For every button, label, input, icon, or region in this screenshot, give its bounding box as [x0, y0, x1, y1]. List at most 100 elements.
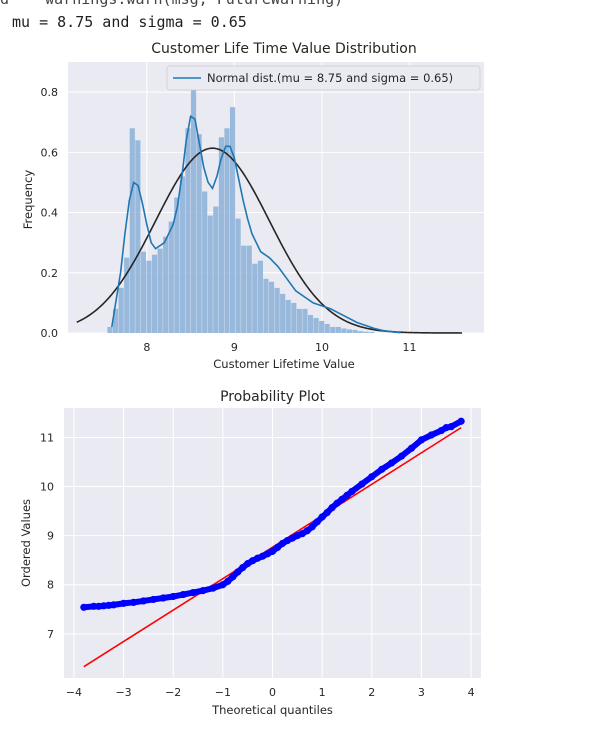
quantile-point: [189, 588, 197, 597]
distribution-title: Customer Life Time Value Distribution: [151, 41, 416, 57]
x-tick-label: 11: [403, 341, 417, 354]
quantile-point: [308, 523, 316, 531]
histogram-bar: [146, 260, 152, 333]
quantile-point: [417, 436, 426, 444]
histogram-bar: [369, 332, 375, 333]
quantile-point: [139, 597, 148, 605]
y-tick-label: 0.8: [41, 86, 59, 99]
quantile-point: [338, 495, 346, 503]
y-tick-label: 0.4: [41, 207, 59, 220]
histogram-bar: [291, 302, 297, 333]
histogram-bar: [296, 308, 302, 333]
histogram-bar: [246, 245, 252, 333]
quantile-point: [318, 513, 326, 521]
quantile-point: [268, 547, 277, 555]
histogram-bar: [218, 137, 224, 333]
legend-entry-normal: Normal dist.(mu = 8.75 and sigma = 0.65): [207, 71, 453, 85]
histogram-bar: [257, 260, 263, 333]
x-tick-label: 2: [368, 686, 375, 699]
y-tick-label: 9: [47, 530, 54, 543]
histogram-bar: [124, 257, 130, 333]
distribution-x-axis-label: Customer Lifetime Value: [213, 357, 354, 371]
x-tick-label: 10: [315, 341, 329, 354]
histogram-bar: [341, 328, 347, 333]
quantile-point: [80, 603, 88, 611]
histogram-bars: [107, 74, 375, 334]
histogram-bar: [307, 314, 314, 333]
histogram-bar: [207, 215, 213, 333]
histogram-bar: [112, 308, 119, 333]
x-tick-label: 0: [269, 686, 276, 699]
distribution-chart: 8 9 10 11 0.0 0.2 0.4 0.6 0.8 Normal dist.(mu = …: [21, 41, 484, 371]
histogram-bar: [224, 128, 230, 333]
histogram-bar: [174, 197, 180, 333]
quantile-point: [368, 473, 376, 481]
x-tick-label: −3: [115, 686, 131, 699]
probability-gridlines: [64, 408, 481, 678]
histogram-bar: [163, 236, 169, 333]
quantile-points: [80, 417, 465, 611]
quantile-point: [328, 504, 336, 512]
quantile-point: [179, 590, 187, 599]
distribution-y-axis-label: Frequency: [21, 170, 35, 230]
y-tick-label: 0.0: [41, 327, 59, 340]
probability-y-axis-label: Ordered Values: [19, 499, 33, 587]
quantile-point: [159, 594, 167, 602]
histogram-bar: [202, 191, 208, 333]
legend: Normal dist.(mu = 8.75 and sigma = 0.65): [166, 65, 481, 91]
quantile-point: [239, 563, 247, 572]
histogram-bar: [168, 221, 174, 333]
quantile-point: [348, 487, 356, 496]
histogram-bar: [118, 287, 124, 333]
quantile-point: [234, 568, 242, 576]
probability-plot: −4 −3 −2 −1 0 1 2 3 4 7 8 9 10 11 Probability Plot Th…: [19, 389, 481, 717]
histogram-bar: [263, 278, 269, 333]
histogram-bar: [319, 320, 325, 333]
quantile-point: [333, 499, 341, 507]
stats-output-line: mu = 8.75 and sigma = 0.65: [12, 13, 247, 31]
quantile-point: [129, 598, 138, 607]
quantile-point: [209, 584, 217, 592]
histogram-bar: [196, 134, 202, 333]
legend-box: [166, 65, 481, 91]
x-tick-label: 8: [143, 341, 150, 354]
quantile-point: [343, 491, 351, 499]
probability-tick-labels: −4 −3 −2 −1 0 1 2 3 4 7 8 9 10 11: [40, 431, 475, 699]
y-tick-label: 0.2: [41, 267, 59, 280]
histogram-bar: [213, 206, 219, 333]
quantile-point: [90, 602, 98, 610]
histogram-bar: [229, 107, 236, 334]
histogram-bar: [235, 218, 241, 333]
y-tick-label: 8: [47, 579, 54, 592]
histogram-bar: [330, 326, 336, 333]
y-tick-label: 11: [40, 431, 54, 444]
histogram-bar: [274, 287, 280, 333]
histogram-bar: [324, 323, 330, 333]
x-tick-label: −2: [165, 686, 181, 699]
quantile-point: [303, 527, 311, 535]
x-tick-label: 3: [418, 686, 425, 699]
quantile-point: [323, 508, 331, 517]
histogram-bar: [252, 263, 258, 333]
histogram-bar: [179, 176, 185, 333]
x-tick-label: 4: [468, 686, 475, 699]
quantile-point: [169, 592, 177, 601]
quantile-point: [388, 459, 396, 467]
quantile-point: [447, 423, 455, 431]
histogram-bar: [268, 281, 275, 333]
histogram-bar: [285, 299, 291, 333]
histogram-bar: [190, 74, 197, 334]
histogram-bar: [302, 308, 308, 333]
quantile-point: [119, 599, 128, 607]
quantile-point: [273, 543, 282, 552]
histogram-bar: [313, 317, 319, 333]
quantile-point: [229, 573, 237, 581]
histogram-bar: [157, 248, 163, 333]
histogram-bar: [135, 140, 141, 333]
probability-x-axis-label: Theoretical quantiles: [211, 703, 333, 717]
quantile-point: [457, 417, 465, 425]
quantile-point: [397, 452, 406, 460]
x-tick-label: 1: [319, 686, 326, 699]
x-tick-label: 9: [231, 341, 238, 354]
